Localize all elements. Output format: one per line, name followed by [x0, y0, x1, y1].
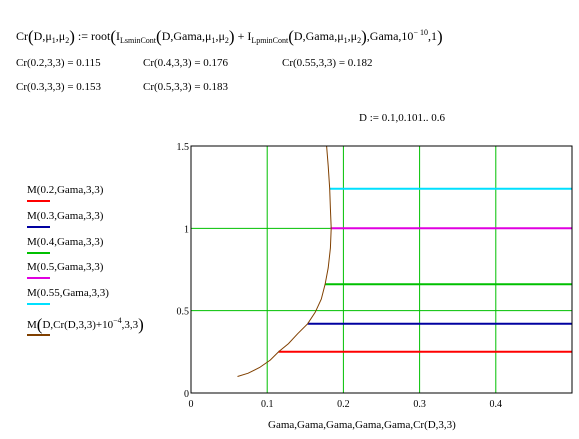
plot-grid — [191, 146, 572, 393]
legend-label-m03: M(0.3,Gama,3,3) — [27, 210, 104, 222]
legend-line-m055 — [27, 303, 50, 305]
y-tick-label: 0 — [184, 389, 189, 400]
legend-label-m04: M(0.4,Gama,3,3) — [27, 236, 104, 248]
def-exponent: − 10 — [413, 28, 428, 37]
legend-line-m02 — [27, 200, 50, 202]
integral-lp: I — [247, 29, 252, 43]
x-tick-label: 0.2 — [337, 399, 350, 410]
result-cr-0.3[interactable]: Cr(0.3,3,3) = 0.153 — [16, 81, 102, 93]
legend-line-m05 — [27, 277, 50, 279]
def-params: D,μ1,μ2 — [33, 29, 70, 45]
plot-frame — [190, 145, 573, 394]
x-tick-label: 0.1 — [261, 399, 274, 410]
def-arg1: D,Gama,μ1,μ2 — [161, 29, 229, 45]
plot-ticks: 0 0.1 0.2 0.3 0.4 0 0.5 1 1.5 — [177, 142, 503, 410]
legend-label-m055: M(0.55,Gama,3,3) — [27, 287, 109, 299]
result-cr-0.2[interactable]: Cr(0.2,3,3) = 0.115 — [16, 57, 101, 69]
legend-label-m02: M(0.2,Gama,3,3) — [27, 184, 104, 196]
x-tick-label: 0.3 — [413, 399, 426, 410]
integral-lp-sub: LpminCont — [251, 36, 289, 45]
y-tick-label: 1 — [184, 224, 189, 235]
legend-line-mcr — [27, 334, 50, 336]
result-cr-0.55[interactable]: Cr(0.55,3,3) = 0.182 — [282, 57, 373, 69]
x-tick-label: 0 — [189, 399, 194, 410]
series-line-5 — [237, 145, 332, 377]
result-cr-0.4[interactable]: Cr(0.4,3,3) = 0.176 — [143, 57, 229, 69]
x-axis-label: Gama,Gama,Gama,Gama,Gama,Cr(D,3,3) — [268, 419, 456, 431]
y-tick-label: 1.5 — [177, 142, 190, 153]
plot-series — [237, 145, 572, 377]
def-arg2: D,Gama,μ1,μ2 — [293, 29, 362, 45]
def-assign: := root — [74, 29, 111, 43]
legend-label-m05: M(0.5,Gama,3,3) — [27, 261, 104, 273]
y-tick-label: 0.5 — [177, 307, 190, 318]
def-lhs: Cr — [16, 29, 28, 43]
legend-line-m04 — [27, 252, 50, 254]
def-paren: ( — [28, 27, 34, 46]
integral-ls-sub: LsminCont — [120, 36, 157, 45]
result-cr-0.5[interactable]: Cr(0.5,3,3) = 0.183 — [143, 81, 229, 93]
legend-label-mcr: M(D,Cr(D,3,3)+10−4,3,3) — [27, 315, 144, 334]
legend-line-m03 — [27, 226, 50, 228]
x-tick-label: 0.4 — [490, 399, 503, 410]
integral-ls: I — [116, 29, 120, 43]
range-definition[interactable]: D := 0.1,0.101.. 0.6 — [359, 112, 445, 124]
cr-definition[interactable]: Cr(D,μ1,μ2) := root(ILsminCont(D,Gama,μ1… — [16, 27, 443, 46]
